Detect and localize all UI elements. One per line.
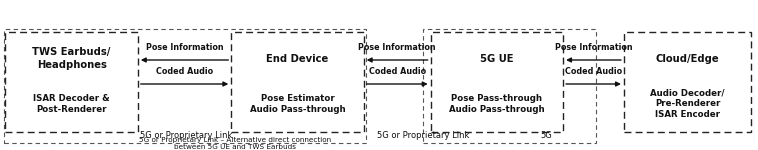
Bar	[4, 28, 366, 142]
Bar	[431, 32, 563, 132]
Text: Audio Decoder/
Pre-Renderer
ISAR Encoder: Audio Decoder/ Pre-Renderer ISAR Encoder	[650, 88, 725, 119]
Text: Coded Audio: Coded Audio	[156, 68, 213, 76]
Text: ISAR Decoder &
Post-Renderer: ISAR Decoder & Post-Renderer	[33, 94, 110, 114]
Text: Cloud/Edge: Cloud/Edge	[656, 54, 719, 64]
Bar	[231, 32, 364, 132]
Text: Pose Information: Pose Information	[359, 44, 436, 52]
Text: Pose Information: Pose Information	[146, 44, 224, 52]
Text: 5G or Proprietary Link – Alternative direct connection
between 5G UE and TWS Ear: 5G or Proprietary Link – Alternative dir…	[139, 137, 331, 150]
Text: Pose Pass-through
Audio Pass-through: Pose Pass-through Audio Pass-through	[449, 94, 545, 114]
Text: TWS Earbuds/
Headphones: TWS Earbuds/ Headphones	[33, 47, 111, 70]
Text: Coded Audio: Coded Audio	[565, 68, 622, 76]
Bar	[423, 28, 596, 142]
Text: 5G or Proprietary Link: 5G or Proprietary Link	[377, 131, 469, 140]
Text: Pose Information: Pose Information	[555, 44, 632, 52]
Text: Pose Estimator
Audio Pass-through: Pose Estimator Audio Pass-through	[249, 94, 346, 114]
Text: 5G: 5G	[540, 131, 552, 140]
Text: Coded Audio: Coded Audio	[368, 68, 426, 76]
Text: End Device: End Device	[266, 54, 329, 64]
Text: 5G or Proprietary Link: 5G or Proprietary Link	[139, 131, 232, 140]
Bar	[624, 32, 751, 132]
Bar	[5, 32, 138, 132]
Text: 5G UE: 5G UE	[480, 54, 514, 64]
